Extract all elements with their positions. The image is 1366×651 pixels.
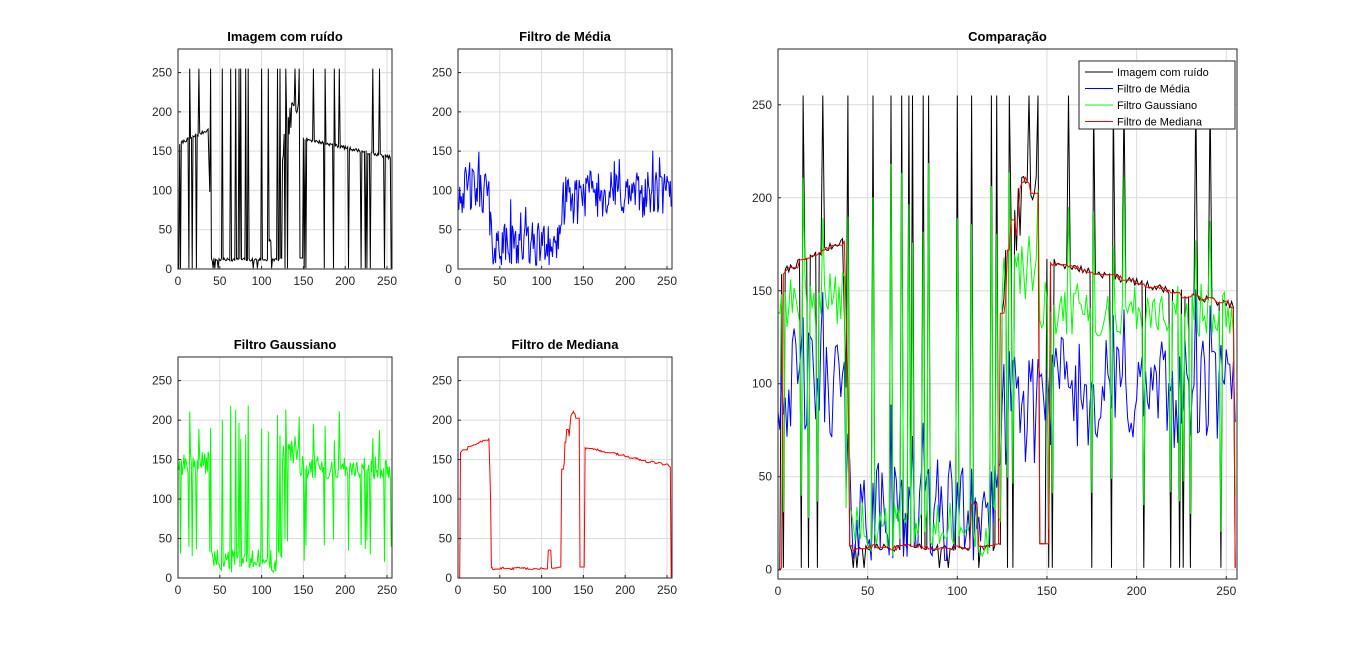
y-tick-label: 50 <box>439 223 453 237</box>
x-tick-label: 200 <box>335 583 355 597</box>
axes-frame <box>177 48 393 270</box>
x-tick-label: 250 <box>657 274 677 288</box>
y-tick-label: 100 <box>152 492 172 506</box>
chart-title: Filtro de Mediana <box>512 337 620 352</box>
legend: Imagem com ruído Filtro de Média Filtro Ga… <box>1078 60 1236 130</box>
y-tick-label: 50 <box>159 223 173 237</box>
y-tick-label: 200 <box>152 413 172 427</box>
legend-entry: Imagem com ruído <box>1117 67 1209 79</box>
y-tick-label: 100 <box>432 183 452 197</box>
y-tick-label: 250 <box>152 374 172 388</box>
y-tick-label: 150 <box>432 144 452 158</box>
series-line-median <box>458 410 672 579</box>
axes-noisy: 0 50 100 150 200 250 0 50 100 150 200 250 Imagem com… <box>152 29 397 288</box>
y-tick-label: 250 <box>432 374 452 388</box>
x-tick-label: 150 <box>573 274 593 288</box>
y-tick-label: 200 <box>752 191 772 205</box>
x-tick-label: 250 <box>1216 584 1236 598</box>
x-tick-label: 50 <box>493 583 507 597</box>
series-line-mean <box>777 289 1236 561</box>
y-tick-label: 0 <box>445 571 452 585</box>
y-tick-label: 50 <box>159 532 173 546</box>
x-tick-label: 200 <box>615 274 635 288</box>
y-tick-label: 0 <box>165 262 172 276</box>
y-tick-label: 50 <box>759 470 773 484</box>
x-tick-label: 50 <box>213 274 227 288</box>
x-tick-label: 250 <box>377 583 397 597</box>
chart-title: Comparação <box>968 29 1047 44</box>
y-tick-label: 150 <box>152 144 172 158</box>
y-tick-label: 0 <box>765 563 772 577</box>
chart-title: Filtro Gaussiano <box>234 337 337 352</box>
axes-gauss: 0 50 100 150 200 250 0 50 100 150 200 250 Filtro Gau… <box>152 337 397 597</box>
x-tick-label: 0 <box>455 274 462 288</box>
y-tick-label: 250 <box>752 98 772 112</box>
y-tick-label: 250 <box>152 66 172 80</box>
axes-frame <box>177 356 393 579</box>
y-tick-label: 200 <box>432 413 452 427</box>
x-tick-label: 150 <box>293 274 313 288</box>
x-tick-label: 50 <box>861 584 875 598</box>
series-line-mean <box>457 150 672 266</box>
x-tick-label: 200 <box>615 583 635 597</box>
y-tick-label: 200 <box>432 105 452 119</box>
y-tick-label: 200 <box>152 105 172 119</box>
x-tick-label: 100 <box>532 274 552 288</box>
series-line-median <box>778 176 1236 571</box>
x-tick-label: 0 <box>175 274 182 288</box>
x-tick-label: 50 <box>213 583 227 597</box>
series-line-gauss <box>177 405 392 574</box>
x-tick-label: 0 <box>775 584 782 598</box>
y-tick-label: 150 <box>152 453 172 467</box>
x-tick-label: 100 <box>947 584 967 598</box>
chart-title: Imagem com ruído <box>227 29 343 44</box>
x-tick-label: 200 <box>1127 584 1147 598</box>
y-tick-label: 100 <box>152 183 172 197</box>
x-tick-label: 150 <box>293 583 313 597</box>
legend-entry: Filtro de Média <box>1117 84 1191 96</box>
series-line-noisy <box>178 68 392 270</box>
x-tick-label: 100 <box>532 583 552 597</box>
x-tick-label: 250 <box>377 274 397 288</box>
series-line-gauss <box>777 162 1236 558</box>
y-tick-label: 150 <box>432 453 452 467</box>
axes-mean: 0 50 100 150 200 250 0 50 100 150 200 250 Filtro de … <box>432 29 677 288</box>
legend-entry: Filtro Gaussiano <box>1117 100 1197 112</box>
x-tick-label: 0 <box>455 583 462 597</box>
x-tick-label: 100 <box>252 274 272 288</box>
y-tick-label: 100 <box>752 377 772 391</box>
y-tick-label: 0 <box>445 262 452 276</box>
x-tick-label: 100 <box>252 583 272 597</box>
plot-area <box>458 357 672 578</box>
x-tick-label: 250 <box>657 583 677 597</box>
x-tick-label: 150 <box>1037 584 1057 598</box>
x-tick-label: 50 <box>493 274 507 288</box>
legend-entry: Filtro de Mediana <box>1117 117 1203 129</box>
x-tick-label: 150 <box>573 583 593 597</box>
x-tick-label: 0 <box>175 583 182 597</box>
y-tick-label: 0 <box>165 571 172 585</box>
plot-area <box>458 49 672 269</box>
axes-median: 0 50 100 150 200 250 0 50 100 150 200 250 Filtro de … <box>432 337 677 597</box>
y-tick-label: 50 <box>439 532 453 546</box>
y-tick-label: 150 <box>752 284 772 298</box>
axes-compare: 0 50 100 150 200 250 0 50 100 150 200 250 Comparação… <box>752 29 1238 598</box>
axes-frame <box>457 48 673 270</box>
axes-frame <box>457 356 673 579</box>
y-tick-label: 100 <box>432 492 452 506</box>
axes-frame <box>777 48 1238 580</box>
chart-title: Filtro de Média <box>519 29 612 44</box>
x-tick-label: 200 <box>335 274 355 288</box>
y-tick-label: 250 <box>432 66 452 80</box>
